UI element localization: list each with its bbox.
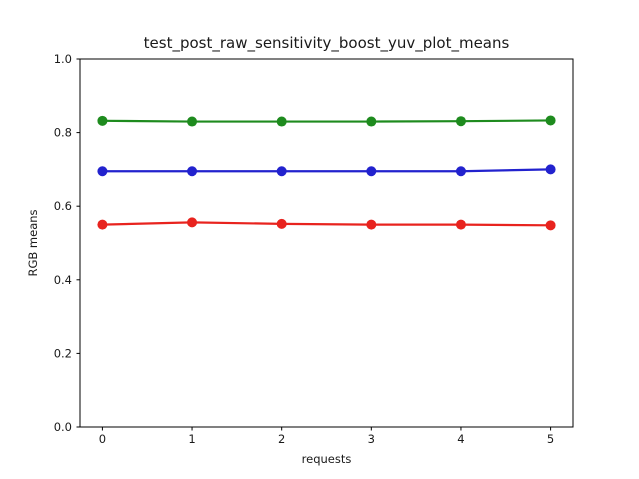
x-axis-label: requests xyxy=(301,452,352,466)
data-point-green-channel-mean-4 xyxy=(455,116,466,127)
y-tick-label: 0.6 xyxy=(54,199,72,213)
data-point-blue-channel-mean-5 xyxy=(545,164,556,175)
data-point-green-channel-mean-3 xyxy=(366,116,377,127)
data-point-red-channel-mean-0 xyxy=(97,219,108,230)
data-point-red-channel-mean-1 xyxy=(187,217,198,228)
x-tick-label: 5 xyxy=(547,432,554,446)
x-tick-label: 4 xyxy=(457,432,464,446)
x-tick-label: 3 xyxy=(368,432,375,446)
x-tick-label: 0 xyxy=(99,432,106,446)
series-line-red-channel-mean xyxy=(101,221,552,227)
y-tick-label: 0.4 xyxy=(54,273,72,287)
y-tick-label: 0.8 xyxy=(54,126,72,140)
data-point-blue-channel-mean-0 xyxy=(97,166,108,177)
data-point-green-channel-mean-0 xyxy=(97,115,108,126)
series-line-blue-channel-mean xyxy=(101,168,552,173)
y-tick-label: 0.2 xyxy=(54,346,72,360)
data-point-green-channel-mean-5 xyxy=(545,115,556,126)
data-point-red-channel-mean-4 xyxy=(455,219,466,230)
data-point-blue-channel-mean-4 xyxy=(455,166,466,177)
y-tick-label: 1.0 xyxy=(54,52,72,66)
chart-title: test_post_raw_sensitivity_boost_yuv_plot… xyxy=(143,34,510,52)
y-tick-label: 0.0 xyxy=(54,420,72,434)
data-point-red-channel-mean-2 xyxy=(276,218,287,229)
x-tick-label: 2 xyxy=(278,432,285,446)
series-line-green-channel-mean xyxy=(101,119,552,123)
data-point-blue-channel-mean-2 xyxy=(276,166,287,177)
data-point-green-channel-mean-2 xyxy=(276,116,287,127)
x-tick-label: 1 xyxy=(188,432,195,446)
data-point-red-channel-mean-3 xyxy=(366,219,377,230)
y-axis-label-text: RGB means xyxy=(26,209,40,277)
data-point-blue-channel-mean-1 xyxy=(187,166,198,177)
data-point-blue-channel-mean-3 xyxy=(366,166,377,177)
data-point-green-channel-mean-1 xyxy=(187,116,198,127)
data-point-red-channel-mean-5 xyxy=(545,220,556,231)
axes-frame xyxy=(79,58,574,428)
